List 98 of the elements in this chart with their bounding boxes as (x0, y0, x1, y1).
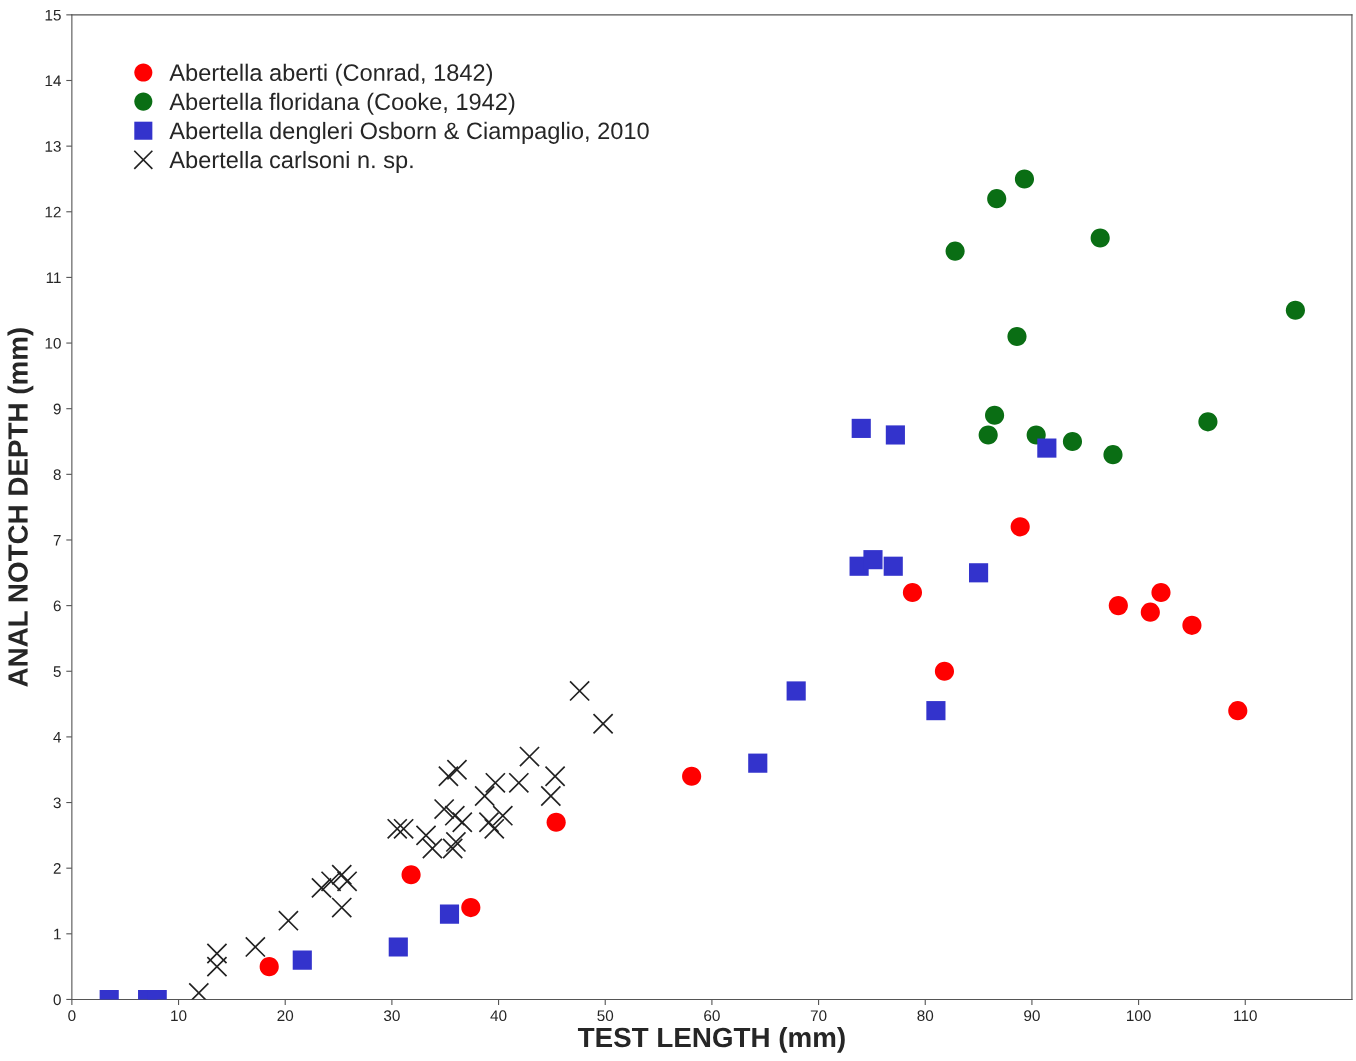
point (188, 982, 210, 1000)
point (1198, 412, 1218, 432)
point (331, 864, 353, 886)
x-tick-label: 30 (383, 1010, 400, 1022)
point (278, 910, 299, 932)
point (926, 701, 946, 721)
point (446, 759, 468, 781)
y-tick-label: 9 (53, 403, 61, 415)
point (1062, 431, 1083, 452)
point (484, 772, 506, 794)
point (682, 766, 702, 786)
point (1228, 701, 1248, 721)
x-tick-label: 70 (810, 1010, 827, 1022)
y-tick-label: 0 (53, 994, 61, 1006)
point (978, 425, 998, 445)
point (259, 957, 279, 977)
point (439, 904, 460, 924)
point (206, 943, 228, 964)
point (786, 681, 806, 701)
point (1014, 169, 1035, 189)
point (519, 746, 540, 767)
y-tick-label: 3 (53, 797, 61, 809)
point (388, 937, 408, 957)
point (987, 189, 1007, 209)
point (1285, 300, 1305, 320)
x-tick-label: 40 (490, 1010, 507, 1022)
x-tick-label: 100 (1127, 1010, 1151, 1022)
y-tick-label: 5 (53, 666, 61, 677)
y-tick-label: 4 (53, 731, 61, 743)
point (483, 818, 505, 840)
point (546, 812, 566, 832)
point (393, 818, 415, 840)
x-tick-label: 50 (597, 1010, 614, 1022)
point (969, 563, 989, 583)
y-tick-label: 8 (53, 469, 61, 481)
x-tick-label: 60 (704, 1010, 720, 1022)
point (508, 772, 530, 794)
point (569, 680, 591, 702)
point (985, 405, 1005, 425)
point (1090, 228, 1110, 248)
point (592, 713, 614, 735)
point (863, 550, 883, 570)
point (544, 765, 566, 787)
point (1007, 326, 1027, 347)
y-tick-label: 7 (53, 535, 61, 546)
y-tick-label: 11 (46, 272, 61, 283)
point (540, 785, 562, 807)
y-tick-label: 10 (45, 337, 61, 349)
x-tick-label: 80 (917, 1010, 934, 1022)
point (331, 897, 353, 918)
point (451, 811, 473, 833)
point (401, 865, 421, 885)
y-tick-label: 6 (53, 600, 61, 612)
x-tick-label: 20 (277, 1010, 294, 1022)
x-tick-label: 0 (68, 1010, 76, 1022)
point (902, 582, 923, 603)
point (934, 661, 955, 681)
point (883, 556, 903, 576)
point (1010, 517, 1030, 537)
point (474, 785, 496, 807)
point (1103, 445, 1123, 465)
y-tick-label: 2 (53, 863, 61, 874)
point (492, 805, 514, 827)
point (438, 765, 459, 787)
y-tick-label: 12 (45, 206, 61, 218)
x-tick-label: 10 (171, 1010, 187, 1022)
legend-label: Abertella carlsoni n. sp. (169, 150, 413, 173)
legend-label: Abertella dengleri Osborn & Ciampaglio, 2010 (169, 121, 649, 144)
point (386, 818, 408, 840)
x-axis-title: TEST LENGTH (mm) (577, 1026, 845, 1053)
point (945, 241, 965, 261)
y-tick-label: 15 (45, 9, 61, 21)
point (478, 811, 500, 833)
point (1037, 438, 1057, 458)
legend-label: Abertella floridana (Cooke, 1942) (169, 92, 515, 115)
y-tick-label: 13 (45, 141, 61, 152)
point (433, 798, 455, 820)
point (415, 824, 437, 846)
y-axis-title: ANAL NOTCH DEPTH (mm) (7, 328, 34, 687)
point (1151, 582, 1171, 603)
point (292, 950, 312, 970)
point (885, 425, 905, 445)
point (851, 418, 871, 438)
point (461, 897, 481, 918)
point (1108, 596, 1128, 616)
x-tick-label: 90 (1024, 1010, 1040, 1022)
y-tick-label: 14 (45, 75, 62, 87)
y-tick-label: 1 (54, 928, 61, 940)
point (444, 805, 466, 827)
legend-label: Abertella aberti (Conrad, 1842) (169, 63, 493, 86)
point (445, 831, 467, 853)
point (311, 877, 332, 899)
point (1140, 602, 1160, 622)
point (1182, 615, 1202, 635)
point (206, 956, 228, 978)
point (748, 753, 768, 773)
point (244, 936, 266, 958)
x-tick-label: 110 (1234, 1010, 1257, 1022)
